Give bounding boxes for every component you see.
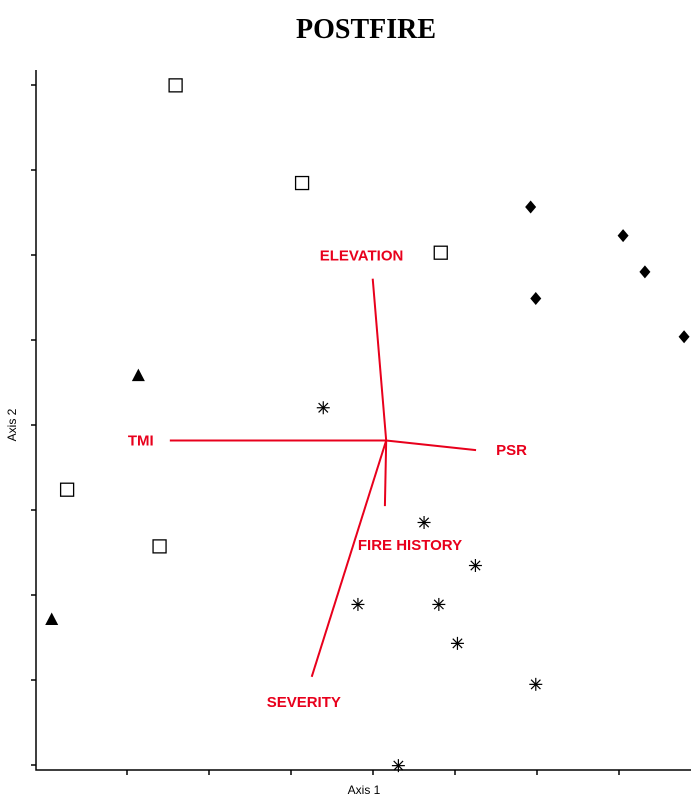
asterisk-point-1: [417, 515, 431, 529]
vector-label-psr: PSR: [496, 442, 527, 459]
open-square-point-1: [294, 175, 310, 191]
open-square-point-3: [59, 482, 75, 497]
filled-diamond-point-0: [525, 200, 537, 214]
vector-psr: [386, 439, 477, 452]
y-axis-ticks: [31, 84, 36, 766]
environmental-vectors: ELEVATION TMI PSR FIRE HISTORY SEVERITY: [128, 248, 527, 711]
filled-triangle-point-0: [131, 368, 145, 382]
open-square-point-4: [152, 539, 167, 554]
vector-label-tmi: TMI: [128, 433, 154, 450]
asterisk-point-5: [450, 636, 464, 650]
vector-label-fire-history: FIRE HISTORY: [358, 537, 462, 554]
vector-label-severity: SEVERITY: [267, 694, 341, 711]
asterisk-point-4: [432, 597, 446, 611]
asterisk-point-3: [351, 597, 365, 611]
chart-title: POSTFIRE: [296, 14, 436, 45]
asterisk-point-2: [468, 559, 482, 573]
vector-label-elevation: ELEVATION: [320, 248, 404, 265]
vector-fire-history: [383, 440, 388, 507]
sample-points: [45, 78, 690, 773]
filled-diamond-point-3: [530, 291, 542, 305]
asterisk-point-6: [529, 677, 543, 691]
filled-diamond-point-4: [678, 330, 690, 344]
open-square-point-0: [168, 78, 183, 93]
asterisk-point-7: [391, 759, 405, 773]
plot-frame: [31, 70, 691, 775]
filled-diamond-point-1: [617, 229, 629, 243]
vector-severity: [310, 440, 388, 678]
open-square-point-2: [433, 245, 448, 260]
filled-diamond-point-2: [639, 265, 651, 279]
x-axis-label: Axis 1: [348, 783, 381, 797]
x-axis-ticks: [126, 770, 620, 775]
asterisk-point-0: [316, 401, 330, 415]
vector-elevation: [371, 278, 388, 441]
filled-triangle-point-1: [45, 612, 59, 625]
y-axis-label: Axis 2: [5, 408, 19, 441]
